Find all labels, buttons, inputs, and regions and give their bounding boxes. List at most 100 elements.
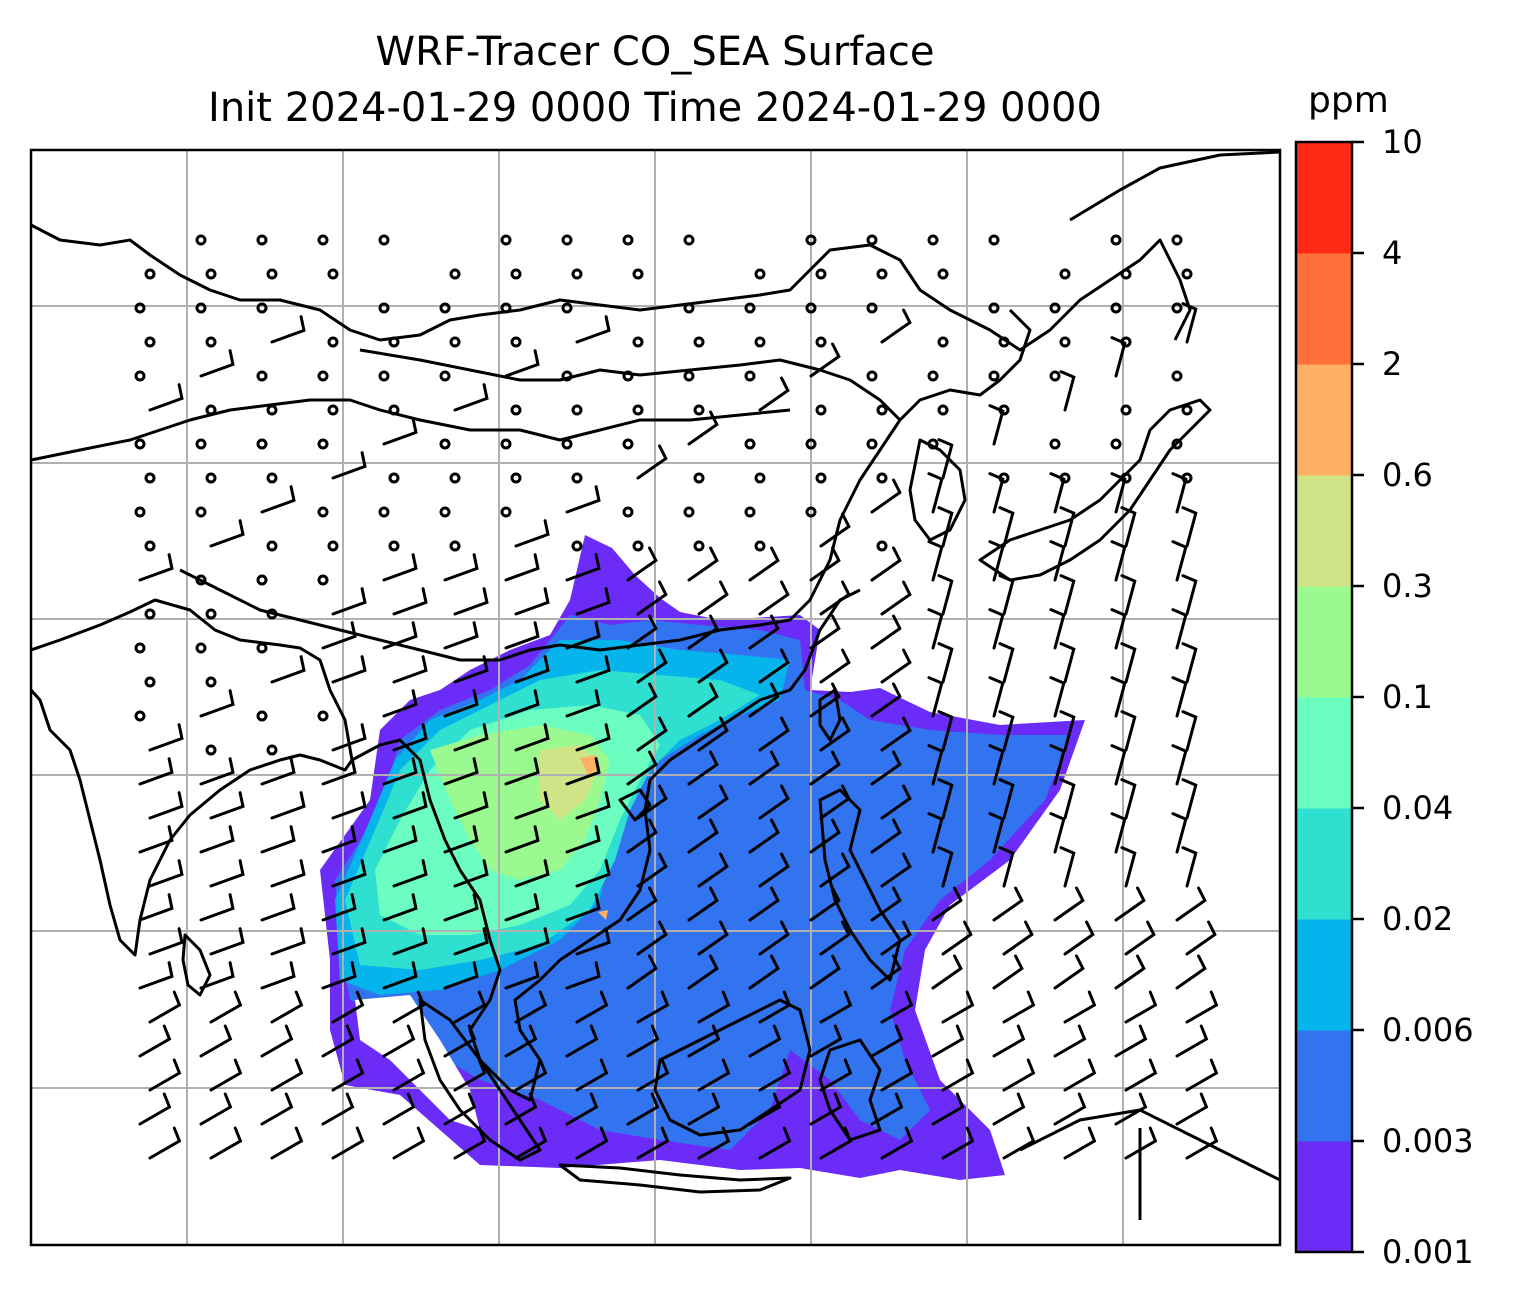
calm-wind-marker	[510, 472, 522, 484]
calm-wind-marker	[815, 472, 827, 484]
wind-barb	[697, 580, 729, 616]
colorbar-band-8	[1296, 253, 1352, 365]
calm-wind-marker	[876, 540, 888, 552]
wind-barb	[392, 1126, 426, 1160]
wind-barb	[260, 893, 296, 922]
wind-barb	[880, 580, 912, 616]
wind-barb	[504, 621, 540, 650]
wind-barb	[565, 1092, 599, 1126]
wind-barb	[504, 757, 540, 786]
calm-wind-marker	[327, 268, 339, 280]
wind-barb	[1053, 1024, 1087, 1058]
wind-barb	[697, 784, 729, 820]
wind-barb	[1063, 990, 1097, 1024]
wind-barb	[1181, 710, 1198, 752]
calm-wind-marker	[988, 370, 1000, 382]
calm-wind-marker	[876, 268, 888, 280]
calm-wind-marker	[937, 404, 949, 416]
wind-barb	[453, 383, 489, 412]
wind-barb	[626, 1024, 660, 1058]
wind-barb	[992, 954, 1024, 990]
wind-barb	[565, 1024, 599, 1058]
wind-barb	[809, 546, 841, 582]
wind-barb	[927, 472, 944, 514]
wind-barb	[870, 818, 902, 854]
coast-indochina	[351, 588, 861, 1102]
calm-wind-marker	[256, 710, 268, 722]
wind-barb	[392, 1058, 426, 1092]
calm-wind-marker	[1059, 336, 1071, 348]
wind-barb	[392, 791, 428, 820]
wind-barb	[148, 383, 184, 412]
wind-barb	[1124, 1058, 1158, 1092]
calm-wind-marker	[134, 642, 146, 654]
wind-barb	[443, 961, 479, 990]
wind-barb	[331, 927, 367, 956]
calm-wind-marker	[449, 540, 461, 552]
coast-india	[31, 598, 354, 957]
calm-wind-marker	[754, 540, 766, 552]
wind-barb	[260, 757, 296, 786]
wind-barb	[1110, 744, 1127, 786]
wind-barb	[270, 1126, 304, 1160]
wind-barb	[687, 954, 719, 990]
wind-barb	[1049, 744, 1066, 786]
colorbar-tick-marks	[1352, 140, 1364, 1254]
calm-wind-marker	[195, 438, 207, 450]
wind-barb	[1181, 302, 1198, 344]
co-concentration-field	[320, 535, 1085, 1180]
wind-barb	[1114, 954, 1146, 990]
wind-barb	[1049, 676, 1066, 718]
calm-wind-marker	[1059, 268, 1071, 280]
colorbar	[1296, 142, 1352, 1253]
calm-wind-marker	[256, 302, 268, 314]
wind-barb	[382, 1024, 416, 1058]
wind-barb	[809, 750, 841, 786]
wind-barb	[1049, 472, 1066, 514]
calm-wind-marker	[327, 540, 339, 552]
wind-barb	[870, 1024, 904, 1058]
wind-barb	[931, 886, 963, 922]
calm-wind-marker	[622, 234, 634, 246]
wind-barb	[880, 920, 912, 956]
wind-barb	[575, 990, 609, 1024]
calm-wind-marker	[449, 336, 461, 348]
calm-wind-marker	[439, 370, 451, 382]
calm-wind-marker	[754, 336, 766, 348]
calm-wind-marker	[327, 336, 339, 348]
colorbar-band-7	[1296, 364, 1352, 476]
wind-barb	[880, 784, 912, 820]
calm-wind-marker	[876, 472, 888, 484]
wind-barb	[1124, 1126, 1158, 1160]
calm-wind-marker	[988, 302, 1000, 314]
wind-barb	[998, 642, 1015, 684]
calm-wind-marker	[317, 370, 329, 382]
calm-wind-marker	[744, 438, 756, 450]
calm-wind-marker	[205, 336, 217, 348]
wind-barb	[321, 825, 357, 854]
wind-barb	[748, 750, 780, 786]
title-line-1: WRF-Tracer CO_SEA Surface	[375, 29, 935, 75]
wind-barb	[1049, 540, 1066, 582]
calm-wind-marker	[378, 234, 390, 246]
wind-barb	[148, 859, 184, 888]
wind-barb	[687, 1092, 721, 1126]
wind-barb	[1053, 1092, 1087, 1126]
calm-wind-marker	[1110, 234, 1122, 246]
wind-barb	[809, 1024, 843, 1058]
wind-barb	[819, 716, 851, 752]
wind-barb	[880, 648, 912, 684]
calm-wind-marker	[805, 234, 817, 246]
calm-wind-marker	[205, 676, 217, 688]
wind-barb	[1002, 920, 1034, 956]
calm-wind-marker	[632, 336, 644, 348]
wind-barb	[880, 1058, 914, 1092]
colorbar-band-3	[1296, 808, 1352, 920]
wind-barb	[260, 961, 296, 990]
calm-wind-marker	[195, 302, 207, 314]
wind-barb	[998, 506, 1015, 548]
calm-wind-marker	[998, 336, 1010, 348]
wind-barb	[331, 587, 367, 616]
calm-wind-marker	[256, 574, 268, 586]
wind-barb	[321, 893, 357, 922]
